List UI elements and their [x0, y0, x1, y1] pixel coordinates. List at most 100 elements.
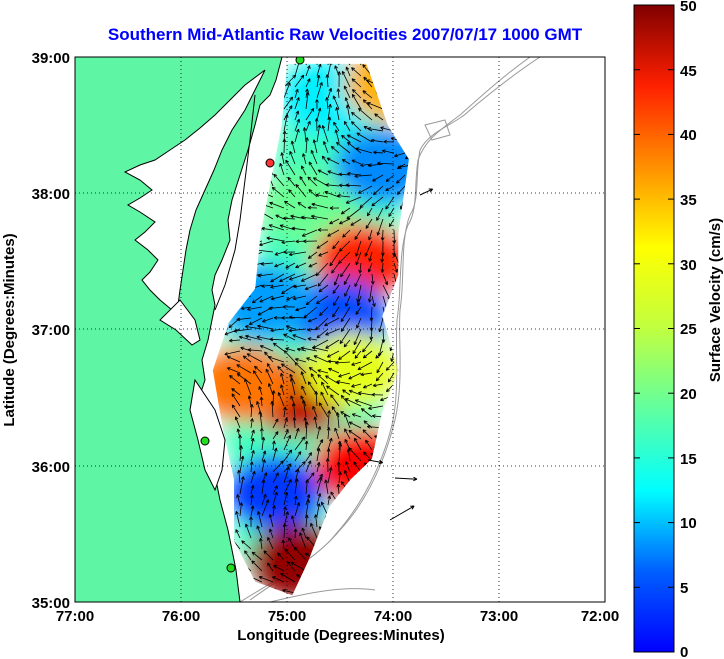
- current-arrow: [272, 505, 276, 517]
- current-arrow: [283, 449, 293, 462]
- current-arrow: [344, 398, 362, 407]
- current-arrow: [352, 339, 362, 355]
- current-arrow: [327, 116, 332, 132]
- current-arrow: [360, 372, 373, 377]
- x-tick-label: 73:00: [480, 608, 518, 625]
- current-arrow: [385, 196, 395, 210]
- current-arrow: [342, 229, 351, 238]
- current-arrow: [241, 540, 252, 550]
- current-arrow: [368, 251, 373, 262]
- x-tick-label: 75:00: [268, 608, 306, 625]
- current-arrow: [259, 396, 264, 407]
- current-arrow: [363, 451, 373, 462]
- current-arrow: [373, 150, 384, 155]
- current-arrow: [281, 316, 296, 320]
- current-arrow: [310, 149, 318, 165]
- current-arrow: [250, 494, 254, 506]
- current-arrow: [345, 196, 362, 204]
- colorbar-tick-label: 45: [680, 63, 697, 80]
- current-arrow: [371, 392, 384, 397]
- current-arrow: [325, 74, 330, 88]
- current-arrow: [419, 188, 434, 196]
- current-arrow: [318, 402, 329, 418]
- current-arrow: [283, 250, 296, 254]
- current-arrow: [316, 461, 321, 473]
- colorbar-tick-label: 50: [680, 0, 697, 15]
- current-arrow: [295, 184, 307, 198]
- current-arrow: [344, 413, 351, 429]
- grid: [75, 57, 605, 602]
- current-arrow: [315, 193, 329, 198]
- colorbar-tick-label: 0: [680, 644, 688, 659]
- current-arrow: [353, 461, 362, 473]
- current-arrow: [358, 262, 363, 274]
- current-arrow: [259, 537, 263, 550]
- current-arrow: [380, 251, 385, 263]
- current-arrow: [259, 345, 274, 352]
- current-arrow: [263, 550, 274, 561]
- current-arrow: [398, 163, 409, 169]
- current-arrow: [277, 552, 285, 561]
- current-arrow: [336, 483, 341, 495]
- current-arrow: [283, 479, 292, 495]
- current-arrow: [303, 239, 318, 244]
- current-arrow: [244, 550, 252, 561]
- current-arrow: [301, 229, 318, 237]
- current-arrow: [356, 295, 362, 307]
- current-arrow: [292, 334, 307, 341]
- current-arrow: [275, 214, 285, 220]
- current-arrow: [307, 337, 318, 341]
- current-arrow: [316, 477, 323, 495]
- current-arrow: [368, 284, 373, 303]
- current-arrow: [268, 306, 285, 311]
- current-arrow: [311, 346, 329, 352]
- current-arrow: [283, 406, 287, 418]
- current-arrow: [326, 385, 340, 396]
- current-arrow: [367, 127, 384, 132]
- current-arrow: [306, 357, 318, 363]
- current-arrow: [247, 395, 252, 407]
- current-arrow: [318, 284, 329, 293]
- current-arrow: [259, 295, 274, 303]
- current-arrow: [281, 539, 286, 550]
- current-arrow: [239, 455, 245, 473]
- x-tick-label: 76:00: [162, 608, 200, 625]
- current-arrow: [376, 207, 384, 221]
- current-arrow: [340, 306, 351, 323]
- current-arrow: [370, 273, 375, 285]
- current-arrow: [326, 350, 340, 358]
- current-arrow: [312, 177, 329, 187]
- current-arrow: [300, 346, 318, 352]
- current-arrow: [317, 273, 329, 287]
- current-arrow: [336, 461, 341, 473]
- current-arrow: [261, 284, 274, 288]
- current-arrow: [316, 74, 321, 88]
- current-arrow: [262, 317, 274, 323]
- current-arrow: [277, 392, 285, 407]
- current-arrow: [335, 412, 340, 429]
- current-arrow: [343, 339, 351, 348]
- current-arrow: [312, 405, 318, 418]
- current-arrow: [314, 391, 319, 407]
- current-arrow: [267, 356, 285, 363]
- current-arrow: [353, 328, 362, 346]
- current-arrow: [304, 440, 309, 451]
- current-arrow: [236, 494, 241, 506]
- current-arrow: [333, 273, 340, 286]
- current-arrow: [316, 124, 322, 143]
- current-arrow: [307, 251, 318, 259]
- current-arrow: [301, 385, 307, 396]
- current-arrow: [273, 565, 285, 572]
- current-arrow: [286, 325, 296, 330]
- current-arrow: [293, 546, 307, 561]
- colorbar-tick-label: 25: [680, 321, 697, 338]
- current-arrow: [272, 342, 285, 352]
- current-arrow: [343, 120, 351, 132]
- current-arrow: [282, 305, 296, 309]
- current-arrow: [325, 97, 329, 110]
- current-arrow: [258, 386, 263, 396]
- current-arrow: [237, 469, 241, 484]
- current-arrow: [257, 511, 263, 528]
- current-arrow: [260, 427, 264, 440]
- current-arrow: [355, 251, 362, 266]
